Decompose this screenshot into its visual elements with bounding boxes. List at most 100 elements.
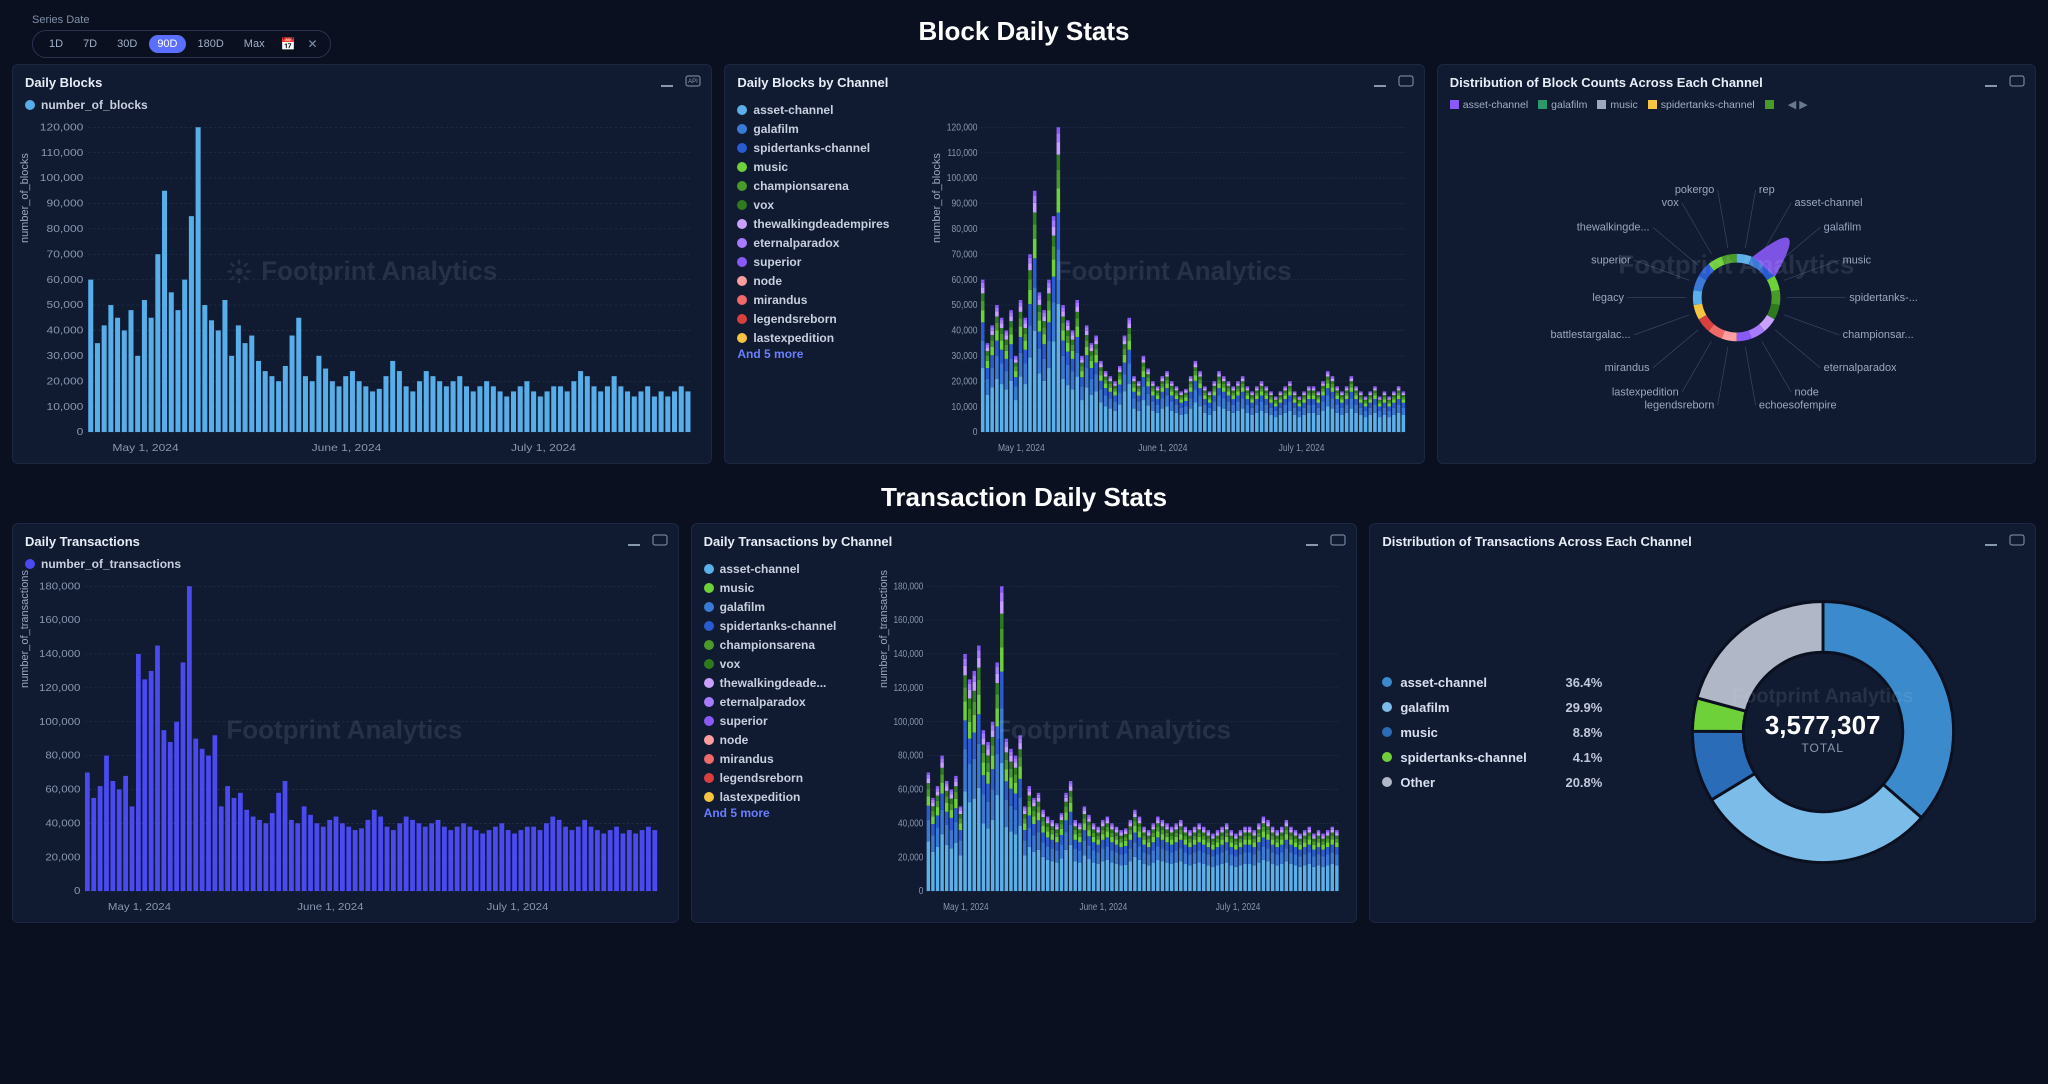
legend-item[interactable]: node bbox=[704, 733, 884, 747]
svg-text:10,000: 10,000 bbox=[47, 401, 84, 412]
svg-text:120,000: 120,000 bbox=[893, 681, 923, 693]
donut-total-label: TOTAL bbox=[1765, 741, 1881, 755]
svg-text:legacy: legacy bbox=[1592, 292, 1624, 304]
api-icon[interactable] bbox=[1398, 73, 1414, 89]
legend-item[interactable]: legendsreborn bbox=[737, 312, 917, 326]
legend-item[interactable]: music bbox=[737, 160, 917, 174]
legend-item[interactable]: spidertanks-channel bbox=[704, 619, 884, 633]
svg-text:30,000: 30,000 bbox=[47, 351, 84, 362]
legend-item[interactable]: music bbox=[1597, 99, 1637, 111]
legend-item[interactable]: vox bbox=[737, 198, 917, 212]
legend-item[interactable]: node bbox=[737, 274, 917, 288]
svg-text:0: 0 bbox=[918, 884, 923, 896]
svg-text:80,000: 80,000 bbox=[45, 750, 80, 761]
legend-item[interactable]: legendsreborn bbox=[704, 771, 884, 785]
svg-text:50,000: 50,000 bbox=[952, 299, 978, 311]
legend-item[interactable] bbox=[1765, 100, 1774, 109]
download-icon[interactable] bbox=[1304, 532, 1320, 548]
legend-item[interactable]: mirandus bbox=[737, 293, 917, 307]
legend-item[interactable]: superior bbox=[704, 714, 884, 728]
donut-legend-item[interactable]: galafilm29.9% bbox=[1382, 700, 1602, 715]
panel-daily-txns: Daily Transactions number_of_transaction… bbox=[12, 523, 679, 923]
svg-text:60,000: 60,000 bbox=[47, 274, 84, 285]
svg-text:20,000: 20,000 bbox=[898, 850, 923, 862]
api-icon[interactable] bbox=[2009, 532, 2025, 548]
svg-text:eternalparadox: eternalparadox bbox=[1823, 362, 1896, 374]
legend-more[interactable]: And 5 more bbox=[737, 347, 917, 361]
svg-text:50,000: 50,000 bbox=[47, 300, 84, 311]
panel-title: Daily Blocks by Channel bbox=[737, 75, 1411, 90]
svg-text:140,000: 140,000 bbox=[893, 647, 923, 659]
legend-more[interactable]: And 5 more bbox=[704, 806, 884, 820]
svg-text:0: 0 bbox=[77, 427, 84, 438]
svg-text:100,000: 100,000 bbox=[40, 173, 84, 184]
legend-item[interactable]: galafilm bbox=[737, 122, 917, 136]
legend-item[interactable]: galafilm bbox=[1538, 99, 1587, 111]
svg-text:mirandus: mirandus bbox=[1604, 362, 1649, 374]
y-axis-label: number_of_blocks bbox=[19, 153, 31, 243]
legend-item[interactable]: asset-channel bbox=[1450, 99, 1528, 111]
legend-block-distribution: asset-channel galafilm music spidertanks-ch… bbox=[1450, 98, 2023, 111]
y-axis-label: number_of_blocks bbox=[931, 153, 943, 243]
panel-daily-txns-by-channel: Daily Transactions by Channel asset-chan… bbox=[691, 523, 1358, 923]
legend-item[interactable]: mirandus bbox=[704, 752, 884, 766]
legend-item[interactable]: lastexpedition bbox=[704, 790, 884, 804]
svg-text:180,000: 180,000 bbox=[39, 581, 80, 592]
svg-text:140,000: 140,000 bbox=[39, 649, 80, 660]
svg-text:20,000: 20,000 bbox=[952, 376, 978, 388]
svg-text:110,000: 110,000 bbox=[948, 147, 978, 159]
legend-item[interactable]: music bbox=[704, 581, 884, 595]
api-icon[interactable] bbox=[2009, 73, 2025, 89]
legend-item[interactable]: lastexpedition bbox=[737, 331, 917, 345]
panel-title: Distribution of Transactions Across Each… bbox=[1382, 534, 2023, 549]
download-icon[interactable] bbox=[659, 73, 675, 89]
chart-daily-blocks: number_of_blocks 010,00020,00030,00040,0… bbox=[23, 121, 699, 455]
download-icon[interactable] bbox=[1983, 73, 1999, 89]
panel-txn-distribution: Distribution of Transactions Across Each… bbox=[1369, 523, 2036, 923]
legend-item[interactable]: spidertanks-channel bbox=[1648, 99, 1755, 111]
legend-item[interactable]: asset-channel bbox=[737, 103, 917, 117]
svg-text:June 1, 2024: June 1, 2024 bbox=[297, 901, 363, 912]
donut-legend-item[interactable]: spidertanks-channel4.1% bbox=[1382, 750, 1602, 765]
svg-text:June 1, 2024: June 1, 2024 bbox=[1079, 900, 1127, 912]
section-title-txns: Transaction Daily Stats bbox=[8, 482, 2040, 513]
legend-item[interactable]: eternalparadox bbox=[737, 236, 917, 250]
svg-text:May 1, 2024: May 1, 2024 bbox=[998, 442, 1045, 454]
api-icon[interactable] bbox=[1330, 532, 1346, 548]
legend-item[interactable]: championsarena bbox=[737, 179, 917, 193]
svg-text:vox: vox bbox=[1661, 197, 1679, 209]
svg-text:40,000: 40,000 bbox=[47, 325, 84, 336]
download-icon[interactable] bbox=[1983, 532, 1999, 548]
legend-item[interactable]: superior bbox=[737, 255, 917, 269]
legend-item[interactable]: galafilm bbox=[704, 600, 884, 614]
legend-daily-blocks: number_of_blocks bbox=[25, 98, 699, 112]
svg-text:70,000: 70,000 bbox=[47, 249, 84, 260]
svg-text:0: 0 bbox=[74, 886, 80, 897]
donut-legend-item[interactable]: asset-channel36.4% bbox=[1382, 675, 1602, 690]
donut-legend-item[interactable]: Other20.8% bbox=[1382, 775, 1602, 790]
legend-scroll-arrows[interactable]: ◀ ▶ bbox=[1788, 98, 1808, 111]
svg-text:60,000: 60,000 bbox=[952, 274, 978, 286]
legend-item[interactable]: eternalparadox bbox=[704, 695, 884, 709]
svg-text:30,000: 30,000 bbox=[952, 350, 978, 362]
download-icon[interactable] bbox=[1372, 73, 1388, 89]
svg-text:10,000: 10,000 bbox=[952, 401, 978, 413]
legend-item[interactable]: spidertanks-channel bbox=[737, 141, 917, 155]
legend-item[interactable]: thewalkingdeade... bbox=[704, 676, 884, 690]
api-icon[interactable] bbox=[652, 532, 668, 548]
svg-text:superior: superior bbox=[1591, 254, 1631, 266]
legend-item[interactable]: thewalkingdeadempires bbox=[737, 217, 917, 231]
legend-item[interactable]: vox bbox=[704, 657, 884, 671]
donut-legend: asset-channel36.4% galafilm29.9% music8.8%… bbox=[1382, 675, 1602, 790]
donut-legend-item[interactable]: music8.8% bbox=[1382, 725, 1602, 740]
panel-title: Daily Blocks bbox=[25, 75, 699, 90]
legend-item[interactable]: championsarena bbox=[704, 638, 884, 652]
download-icon[interactable] bbox=[626, 532, 642, 548]
api-icon[interactable]: API bbox=[685, 73, 701, 89]
svg-text:40,000: 40,000 bbox=[898, 816, 923, 828]
legend-item[interactable]: asset-channel bbox=[704, 562, 884, 576]
svg-text:80,000: 80,000 bbox=[952, 223, 978, 235]
svg-text:70,000: 70,000 bbox=[952, 249, 978, 261]
svg-text:160,000: 160,000 bbox=[893, 613, 923, 625]
svg-text:node: node bbox=[1794, 387, 1818, 399]
